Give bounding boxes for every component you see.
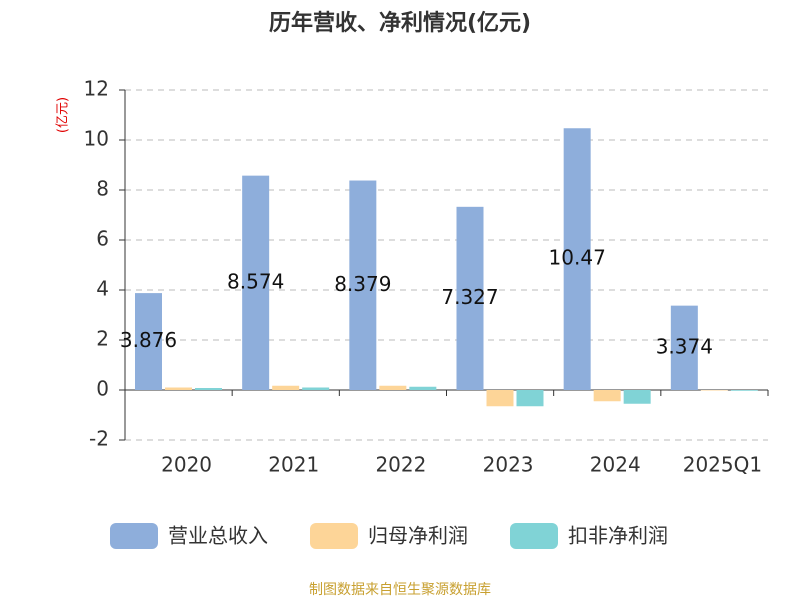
bar: [670, 305, 698, 390]
bar: [730, 390, 758, 391]
bar: [486, 390, 514, 407]
bar: [195, 388, 222, 390]
data-label: 7.327: [441, 285, 498, 309]
data-label: 8.379: [334, 272, 391, 296]
x-tick-label: 2023: [483, 453, 534, 477]
bar: [593, 390, 621, 402]
bar: [135, 293, 162, 390]
bar: [302, 387, 330, 390]
data-label: 3.876: [120, 328, 177, 352]
x-tick-label: 2021: [268, 453, 319, 477]
legend-label: 归母净利润: [368, 524, 468, 548]
bar: [700, 390, 728, 391]
bar: [623, 390, 651, 404]
bar: [409, 386, 437, 390]
y-tick-label: 4: [96, 277, 109, 301]
legend-swatch: [110, 523, 158, 549]
bar: [242, 175, 270, 390]
x-tick-label: 2020: [161, 453, 212, 477]
bar: [516, 390, 544, 407]
data-label: 10.47: [549, 246, 606, 270]
y-tick-label: 6: [96, 227, 109, 251]
bar: [272, 385, 300, 390]
y-axis-label: (亿元): [56, 97, 71, 133]
data-label: 8.574: [227, 269, 284, 293]
y-tick-label: 10: [84, 127, 109, 151]
x-tick-label: 2024: [590, 453, 641, 477]
source-note: 制图数据来自恒生聚源数据库: [309, 582, 491, 598]
legend-swatch: [310, 523, 358, 549]
bar: [379, 385, 407, 390]
legend-label: 扣非净利润: [568, 524, 668, 548]
y-tick-label: 2: [96, 327, 109, 351]
y-tick-label: 8: [96, 177, 109, 201]
legend-label: 营业总收入: [168, 524, 268, 548]
x-tick-label: 2025Q1: [683, 453, 762, 477]
y-tick-label: -2: [89, 427, 109, 451]
chart-title: 历年营收、净利情况(亿元): [269, 10, 531, 36]
data-label: 3.374: [656, 334, 713, 358]
bar: [563, 128, 591, 390]
y-tick-label: 12: [84, 77, 109, 101]
bar: [456, 206, 484, 390]
bar: [349, 180, 377, 390]
x-tick-label: 2022: [375, 453, 426, 477]
legend-swatch: [510, 523, 558, 549]
bar: [165, 387, 192, 390]
y-tick-label: 0: [96, 377, 109, 401]
